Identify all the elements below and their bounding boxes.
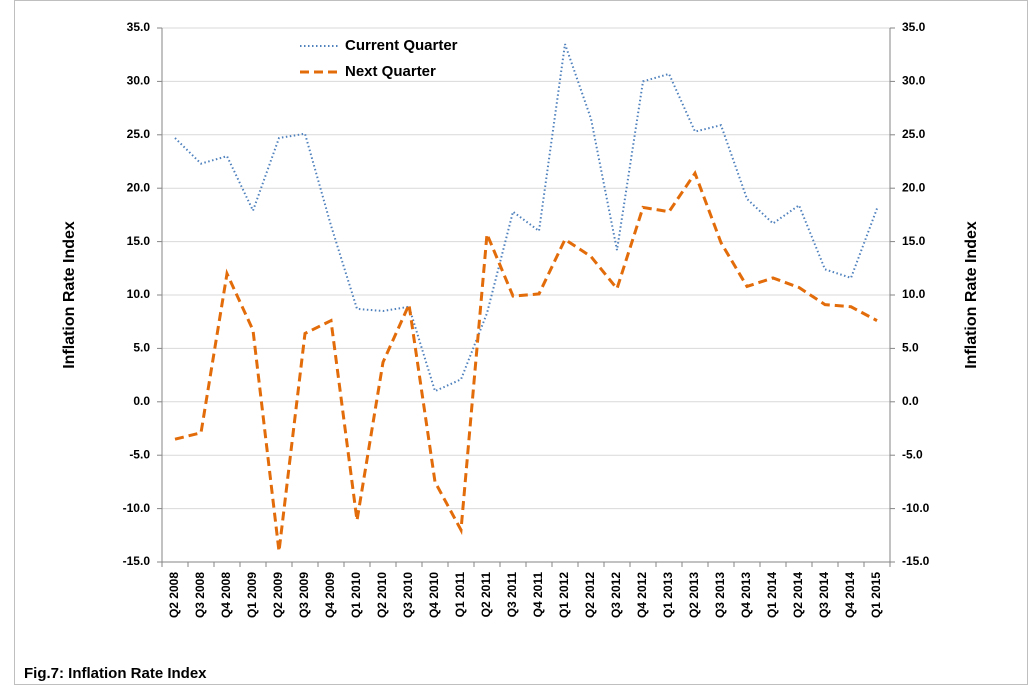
- x-tick-label: Q4 2008: [219, 572, 233, 618]
- x-tick-label: Q4 2013: [739, 572, 753, 618]
- x-tick-label: Q2 2013: [687, 572, 701, 618]
- y-tick-label: 10.0: [127, 287, 151, 301]
- y-tick-label: 20.0: [127, 180, 151, 194]
- caption: Fig.7: Inflation Rate Index: [24, 665, 207, 682]
- x-tick-label: Q1 2014: [765, 572, 779, 618]
- x-tick-label: Q3 2011: [505, 572, 519, 618]
- x-tick-label: Q2 2014: [791, 572, 805, 618]
- y2-axis-title: Inflation Rate Index: [963, 221, 980, 369]
- y-tick-label: 0.0: [133, 394, 150, 408]
- x-tick-label: Q1 2009: [245, 572, 259, 618]
- y-tick-label: -15.0: [123, 554, 151, 568]
- y-tick-label: 25.0: [127, 127, 151, 141]
- x-tick-label: Q3 2013: [713, 572, 727, 618]
- x-tick-label: Q4 2012: [635, 572, 649, 618]
- x-tick-label: Q1 2013: [661, 572, 675, 618]
- y2-tick-label: 35.0: [902, 20, 926, 34]
- x-tick-label: Q3 2014: [817, 572, 831, 618]
- x-tick-label: Q3 2009: [297, 572, 311, 618]
- y2-tick-label: -10.0: [902, 501, 930, 515]
- y-tick-label: 15.0: [127, 234, 151, 248]
- y-tick-label: -5.0: [129, 447, 150, 461]
- y2-tick-label: 15.0: [902, 234, 926, 248]
- y2-tick-label: 0.0: [902, 394, 919, 408]
- x-tick-label: Q2 2012: [583, 572, 597, 618]
- x-tick-label: Q3 2012: [609, 572, 623, 618]
- y-tick-label: 35.0: [127, 20, 151, 34]
- x-tick-label: Q4 2011: [531, 572, 545, 618]
- x-tick-label: Q3 2008: [193, 572, 207, 618]
- series-line: [174, 170, 878, 552]
- y-tick-label: 30.0: [127, 74, 151, 88]
- y2-tick-label: 30.0: [902, 74, 926, 88]
- x-tick-label: Q1 2010: [349, 572, 363, 618]
- y2-tick-label: -5.0: [902, 447, 923, 461]
- y2-tick-label: 5.0: [902, 341, 919, 355]
- x-tick-label: Q3 2010: [401, 572, 415, 618]
- y-tick-label: 5.0: [133, 341, 150, 355]
- y2-tick-label: 10.0: [902, 287, 926, 301]
- x-tick-label: Q1 2012: [557, 572, 571, 618]
- x-tick-label: Q2 2010: [375, 572, 389, 618]
- series-line: [174, 43, 878, 393]
- x-tick-label: Q4 2010: [427, 572, 441, 618]
- x-tick-label: Q2 2008: [167, 572, 181, 618]
- x-tick-label: Q1 2011: [453, 572, 467, 618]
- y2-tick-label: 25.0: [902, 127, 926, 141]
- legend-label: Next Quarter: [345, 63, 436, 80]
- y-tick-label: -10.0: [123, 501, 151, 515]
- x-tick-label: Q1 2015: [869, 572, 883, 618]
- y2-tick-label: 20.0: [902, 180, 926, 194]
- x-tick-label: Q4 2009: [323, 572, 337, 618]
- legend-label: Current Quarter: [345, 37, 458, 54]
- x-tick-label: Q2 2009: [271, 572, 285, 618]
- y-axis-title: Inflation Rate Index: [61, 221, 78, 369]
- x-tick-label: Q4 2014: [843, 572, 857, 618]
- y2-tick-label: -15.0: [902, 554, 930, 568]
- x-tick-label: Q2 2011: [479, 572, 493, 618]
